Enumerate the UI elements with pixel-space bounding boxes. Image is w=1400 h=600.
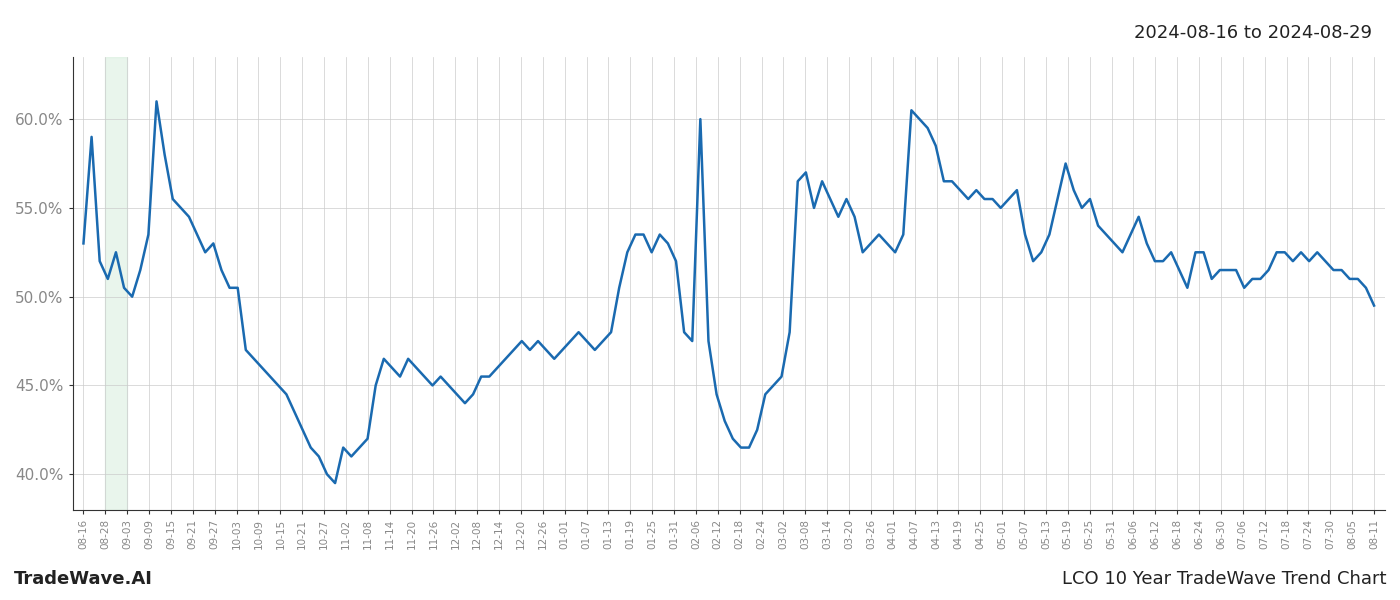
Text: 2024-08-16 to 2024-08-29: 2024-08-16 to 2024-08-29 <box>1134 24 1372 42</box>
Text: LCO 10 Year TradeWave Trend Chart: LCO 10 Year TradeWave Trend Chart <box>1061 570 1386 588</box>
Text: TradeWave.AI: TradeWave.AI <box>14 570 153 588</box>
Bar <box>105 57 127 510</box>
